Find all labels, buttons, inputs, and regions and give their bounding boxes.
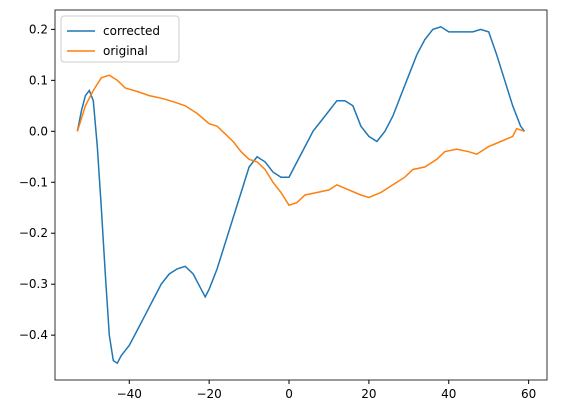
x-tick-label: 40 <box>441 387 456 401</box>
plot-frame <box>54 9 548 381</box>
x-tick-label: 60 <box>521 387 536 401</box>
y-tick-label: −0.2 <box>19 226 48 240</box>
x-tick-label: −20 <box>196 387 221 401</box>
y-tick-label: 0.2 <box>29 22 48 36</box>
line <box>76 25 526 365</box>
x-tick-label: 0 <box>285 387 293 401</box>
x-tick-label: −40 <box>117 387 142 401</box>
line <box>76 74 525 207</box>
legend-label: original <box>103 44 148 58</box>
y-tick-label: −0.3 <box>19 277 48 291</box>
y-tick-label: −0.1 <box>19 175 48 189</box>
y-tick-label: −0.4 <box>19 328 48 342</box>
x-tick-label: 20 <box>361 387 376 401</box>
legend-label: corrected <box>103 24 160 38</box>
y-tick-label: 0.1 <box>29 73 48 87</box>
y-tick-label: 0.0 <box>29 124 48 138</box>
